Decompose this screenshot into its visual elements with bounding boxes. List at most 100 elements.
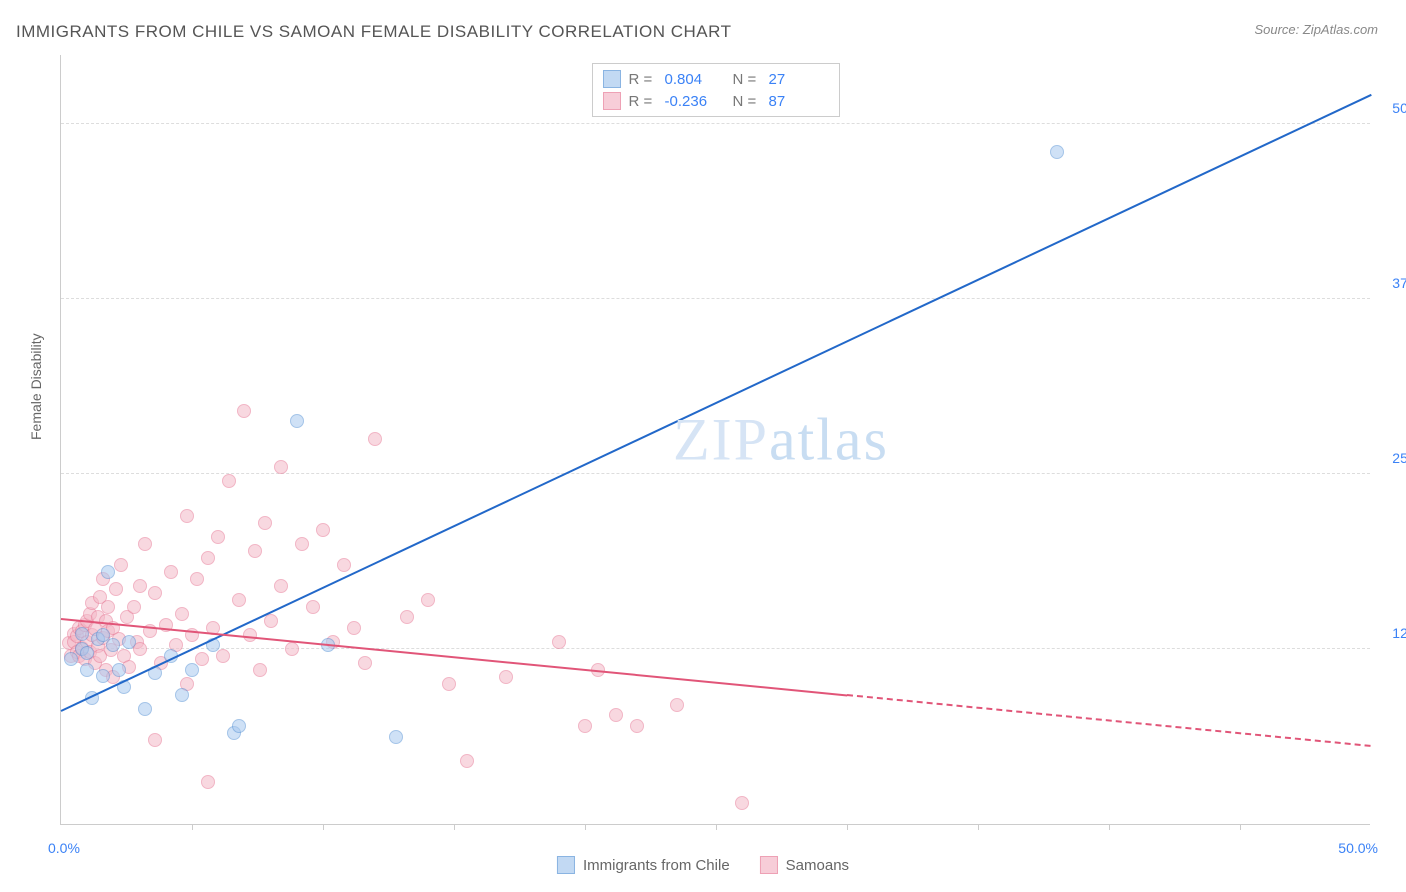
legend-swatch: [760, 856, 778, 874]
scatter-point: [175, 607, 189, 621]
x-tick: [978, 824, 979, 830]
legend-swatch: [557, 856, 575, 874]
y-tick-label: 37.5%: [1376, 275, 1406, 291]
gridline: [61, 298, 1370, 299]
r-label: R =: [629, 71, 657, 88]
scatter-point: [295, 537, 309, 551]
y-tick-label: 12.5%: [1376, 625, 1406, 641]
scatter-point: [347, 621, 361, 635]
scatter-point: [80, 646, 94, 660]
scatter-point: [442, 677, 456, 691]
scatter-point: [232, 593, 246, 607]
source-attribution: Source: ZipAtlas.com: [1254, 22, 1378, 37]
scatter-point: [253, 663, 267, 677]
scatter-point: [201, 775, 215, 789]
n-value: 27: [769, 71, 829, 88]
scatter-point: [216, 649, 230, 663]
scatter-point: [421, 593, 435, 607]
scatter-point: [195, 652, 209, 666]
r-value: -0.236: [665, 93, 725, 110]
scatter-point: [499, 670, 513, 684]
x-tick: [847, 824, 848, 830]
y-axis-label: Female Disability: [28, 333, 44, 440]
scatter-point: [201, 551, 215, 565]
n-label: N =: [733, 71, 761, 88]
legend-item: Samoans: [760, 856, 849, 874]
x-axis-min-label: 0.0%: [48, 840, 80, 856]
y-tick-label: 50.0%: [1376, 100, 1406, 116]
series-legend: Immigrants from Chile Samoans: [557, 856, 849, 874]
scatter-point: [609, 708, 623, 722]
scatter-point: [290, 414, 304, 428]
watermark: ZIPatlas: [673, 405, 889, 474]
legend-label: Samoans: [786, 857, 849, 874]
scatter-point: [101, 565, 115, 579]
scatter-point: [80, 663, 94, 677]
scatter-point: [578, 719, 592, 733]
x-tick: [192, 824, 193, 830]
legend-label: Immigrants from Chile: [583, 857, 730, 874]
scatter-point: [127, 600, 141, 614]
scatter-point: [101, 600, 115, 614]
scatter-point: [232, 719, 246, 733]
scatter-point: [630, 719, 644, 733]
scatter-point: [106, 638, 120, 652]
scatter-point: [185, 663, 199, 677]
correlation-legend: R = 0.804 N = 27 R = -0.236 N = 87: [592, 63, 840, 117]
scatter-point: [222, 474, 236, 488]
legend-row: R = -0.236 N = 87: [603, 90, 829, 112]
scatter-point: [670, 698, 684, 712]
scatter-point: [237, 404, 251, 418]
gridline: [61, 473, 1370, 474]
scatter-point: [552, 635, 566, 649]
scatter-point: [306, 600, 320, 614]
plot-area: ZIPatlas R =0.804N =27R =-0.236N =87 12.…: [60, 55, 1370, 825]
legend-swatch: [603, 92, 621, 110]
scatter-point: [175, 688, 189, 702]
scatter-point: [122, 635, 136, 649]
scatter-point: [138, 702, 152, 716]
trend-line: [847, 694, 1371, 747]
scatter-point: [400, 610, 414, 624]
scatter-point: [316, 523, 330, 537]
scatter-point: [274, 579, 288, 593]
scatter-point: [164, 565, 178, 579]
watermark-part2: atlas: [769, 406, 889, 472]
scatter-point: [358, 656, 372, 670]
legend-swatch: [603, 70, 621, 88]
scatter-point: [148, 586, 162, 600]
y-tick-label: 25.0%: [1376, 450, 1406, 466]
scatter-point: [180, 509, 194, 523]
chart-container: IMMIGRANTS FROM CHILE VS SAMOAN FEMALE D…: [0, 0, 1406, 892]
scatter-point: [133, 579, 147, 593]
n-label: N =: [733, 93, 761, 110]
x-tick: [1109, 824, 1110, 830]
scatter-point: [264, 614, 278, 628]
gridline: [61, 123, 1370, 124]
chart-title: IMMIGRANTS FROM CHILE VS SAMOAN FEMALE D…: [16, 22, 732, 42]
x-tick: [323, 824, 324, 830]
r-label: R =: [629, 93, 657, 110]
scatter-point: [285, 642, 299, 656]
n-value: 87: [769, 93, 829, 110]
scatter-point: [211, 530, 225, 544]
x-tick: [716, 824, 717, 830]
scatter-point: [368, 432, 382, 446]
scatter-point: [248, 544, 262, 558]
scatter-point: [96, 669, 110, 683]
scatter-point: [735, 796, 749, 810]
gridline: [61, 648, 1370, 649]
r-value: 0.804: [665, 71, 725, 88]
scatter-point: [138, 537, 152, 551]
x-tick: [454, 824, 455, 830]
legend-row: R = 0.804 N = 27: [603, 68, 829, 90]
scatter-point: [389, 730, 403, 744]
x-axis-max-label: 50.0%: [1338, 840, 1378, 856]
scatter-point: [75, 627, 89, 641]
scatter-point: [114, 558, 128, 572]
scatter-point: [337, 558, 351, 572]
trend-line: [61, 94, 1372, 712]
scatter-point: [1050, 145, 1064, 159]
x-tick: [585, 824, 586, 830]
scatter-point: [109, 582, 123, 596]
